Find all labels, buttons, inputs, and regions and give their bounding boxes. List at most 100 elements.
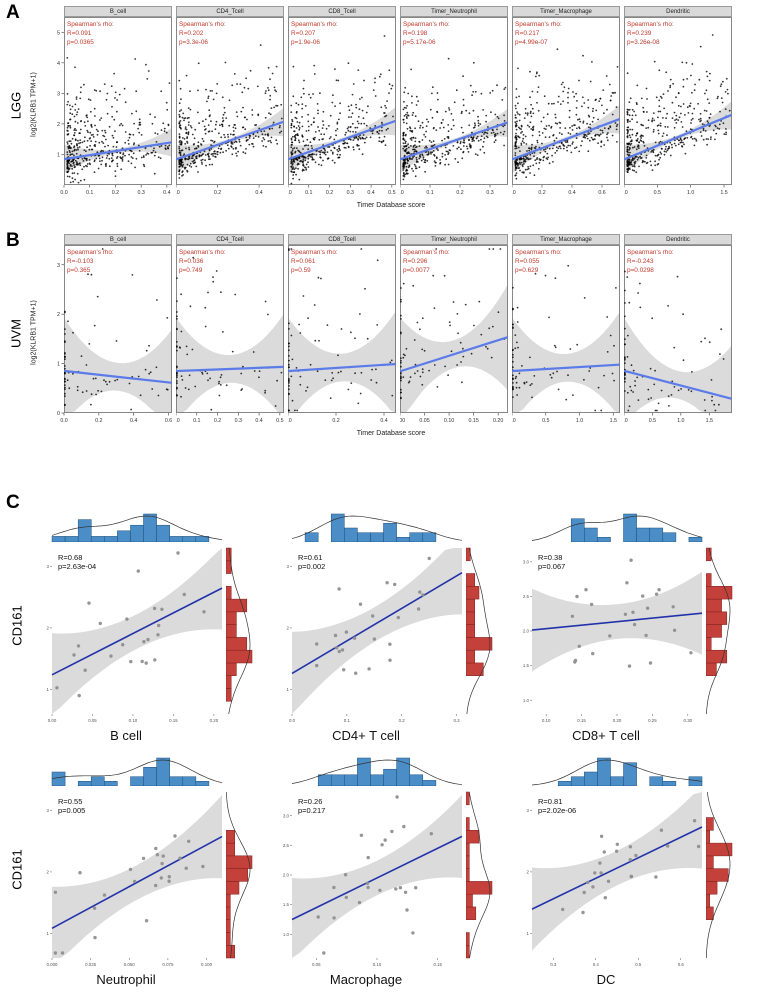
points — [53, 834, 205, 955]
y-tick-label: 1 — [47, 687, 50, 692]
stats-text: R=0.198 — [403, 30, 428, 37]
stats-text: Spearman's rho: — [291, 249, 338, 256]
y-tick-label: 3 — [57, 91, 60, 97]
facet-CD8_Tcell: CD8_Tcell Spearman's rho: R=0.061 p=0.59 0.0… — [288, 234, 396, 425]
x-tick-label: 0.20 — [210, 718, 219, 723]
x-tick-label: 0.10 — [542, 718, 551, 723]
y-tick-label: 3 — [47, 564, 50, 569]
x-tick-label: 0.0 — [176, 418, 180, 424]
y-tick-label: 2.5 — [283, 843, 290, 848]
facet-CD4_Tcell: CD4_Tcell Spearman's rho: R=0.036 p=0.749 0.… — [176, 234, 284, 425]
panel-b: B UVM log2(KLRB1 TPM+1) B_cell Spearman's… — [0, 230, 763, 456]
stats-text: p=0.0365 — [67, 39, 94, 46]
x-tick-label: 0.2 — [332, 418, 339, 424]
x-tick-label: 0.20 — [613, 718, 622, 723]
right-histogram — [226, 791, 253, 959]
density-curve — [291, 759, 463, 786]
stats-text: R=-0.243 — [627, 258, 654, 265]
points — [55, 551, 206, 698]
points — [624, 270, 725, 412]
x-tick-label: 0.0 — [176, 190, 180, 196]
x-tick-label: 0.0 — [288, 418, 292, 424]
regression-line — [51, 587, 223, 676]
y-tick-label: 1 — [527, 931, 530, 936]
stats-text: p=0.749 — [179, 267, 203, 274]
confidence-band — [288, 310, 396, 413]
points — [176, 256, 283, 411]
x-tick-label: 0.00 — [48, 718, 57, 723]
stats-text: R=0.81 — [538, 797, 562, 806]
density-curve — [466, 547, 491, 715]
y-tick-label: 3 — [47, 808, 50, 813]
y-tick-label: 5 — [57, 30, 60, 36]
x-tick-label: 0.20 — [493, 418, 503, 424]
facet-row-a: B_cell Spearman's rho: R=0.091 p=0.0365 0.0 0… — [50, 6, 732, 197]
stats-text: p=0.217 — [298, 806, 325, 815]
stats-text: p=0.005 — [58, 806, 85, 815]
scatter-CD8_Tcell: Spearman's rho: R=0.061 p=0.59 0.0 0.2 0.4 — [288, 245, 396, 424]
points — [66, 57, 171, 184]
stats-text: p=0.629 — [515, 267, 539, 274]
x-tick-label: 0.0 — [400, 190, 404, 196]
y-tick-label: 1 — [47, 931, 50, 936]
facet-strip: CD4_Tcell — [176, 234, 284, 245]
regression-line — [51, 835, 223, 930]
scatter-Dendritic: Spearman's rho: R=-0.243 p=0.0298 0.0 0.5 1.0… — [624, 245, 732, 424]
stats-text: R=0.207 — [291, 30, 316, 37]
x-tick-label: 0.1 — [86, 190, 93, 196]
regression-line — [512, 118, 620, 161]
facet-B_cell: B_cell Spearman's rho: R=0.091 p=0.0365 0.0 0… — [50, 6, 172, 197]
stats-text: R=0.239 — [627, 30, 652, 37]
facet-CD4_Tcell: CD4_Tcell Spearman's rho: R=0.202 p=3.3e-06… — [176, 6, 284, 197]
regression-line — [400, 336, 508, 373]
histogram-bars — [557, 757, 703, 786]
stats-text: Spearman's rho: — [179, 249, 226, 256]
stats-text: R=0.061 — [291, 258, 316, 265]
x-tick-label: 0.3 — [347, 190, 354, 196]
stats-text: Spearman's rho: — [515, 249, 562, 256]
stats-text: R=0.38 — [538, 553, 562, 562]
histogram-bars — [706, 817, 733, 920]
stats-text: R=0.55 — [58, 797, 82, 806]
facet-Dendritic: Dendritic Spearman's rho: R=0.239 p=3.26e-0… — [624, 6, 732, 197]
regression-line — [64, 369, 172, 384]
regression-line — [512, 363, 620, 373]
panel-c: C CD161 R=0.68 p=2.63e-04 0.00 0.05 0.10 0.15… — [0, 492, 763, 997]
y-tick-label: 2 — [57, 312, 60, 318]
jointplots-2: R=0.55 p=0.005 0.000 0.025 0.050 0.075 0.100 1 2… — [28, 752, 736, 987]
y-tick-label: 0 — [57, 411, 60, 417]
x-tick-label: 0.25 — [648, 718, 657, 723]
x-tick-label: 0.0 — [624, 190, 628, 196]
stats-text: Spearman's rho: — [291, 21, 338, 28]
celltype-label: Neutrophil — [96, 972, 156, 987]
histogram-bars — [466, 547, 493, 676]
x-tick-label: 0.4 — [255, 418, 262, 424]
points — [290, 35, 394, 185]
facet-strip: Timer_Neutrophil — [400, 6, 508, 17]
x-tick-label: 0.10 — [444, 418, 454, 424]
x-tick-label: 0.0 — [60, 418, 67, 424]
celltype-label: CD4+ T cell — [332, 728, 400, 743]
stats-text: Spearman's rho: — [403, 249, 450, 256]
x-tick-label: 0.3 — [137, 190, 144, 196]
scatter-main: R=0.26p=0.217 0.05 0.10 0.15 1.0 1.5 2.0 2.5 3.0 — [283, 794, 463, 967]
right-histogram — [706, 547, 733, 715]
confidence-band — [532, 792, 702, 951]
y-tick-label: 1.0 — [523, 698, 530, 703]
x-tick-label: 0.6 — [165, 418, 172, 424]
stats-text: p=1.9e-06 — [291, 39, 320, 46]
confidence-band — [64, 317, 172, 413]
confidence-band — [176, 313, 284, 413]
x-tick-label: 0.05 — [419, 418, 429, 424]
x-tick-label: 0.3 — [235, 418, 242, 424]
top-histogram — [51, 757, 223, 786]
points — [570, 558, 693, 668]
stats-text: R=0.036 — [179, 258, 204, 265]
stats-text: p=2.63e-04 — [58, 562, 96, 571]
x-axis-label-a: Timer Database score — [356, 202, 426, 209]
regression-line — [176, 365, 284, 373]
plot-frame — [624, 17, 732, 185]
y-tick-label: 2 — [57, 122, 60, 128]
stats-text: p=0.0298 — [627, 267, 654, 274]
